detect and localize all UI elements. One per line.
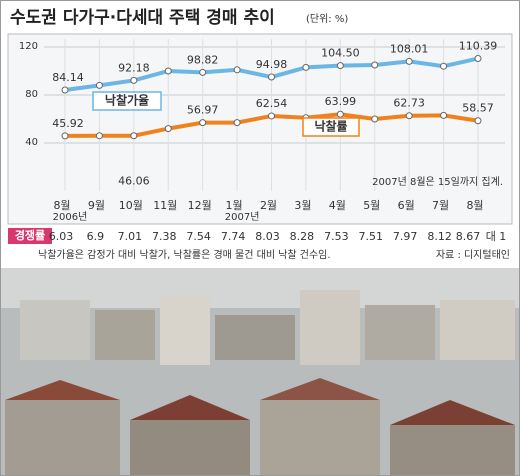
value-label: 84.14: [52, 71, 84, 84]
ratio-value: 8.03: [255, 230, 280, 243]
y-tick-label: 120: [19, 41, 38, 52]
ratio-value: 8.67: [456, 230, 481, 243]
source: 자료 : 디지털태인: [436, 249, 510, 261]
x-tick-label: 3월: [294, 199, 311, 212]
ratio-value: 7.54: [186, 230, 211, 243]
footnote: 낙찰가율은 감정가 대비 낙찰가, 낙찰률은 경매 물건 대비 낙찰 건수임.: [38, 248, 331, 261]
value-label: 92.18: [118, 61, 150, 74]
point: [199, 119, 207, 127]
legend-label: 낙찰가율: [105, 93, 149, 108]
x-tick-label: 8월: [53, 199, 70, 212]
ratio-badge: [8, 228, 52, 244]
ratio-value: 7.01: [118, 230, 143, 243]
value-label: 45.92: [52, 117, 84, 130]
point: [474, 117, 482, 125]
x-tick-label: 5월: [363, 199, 380, 212]
year-label: 2006년: [53, 211, 88, 223]
point: [440, 111, 448, 119]
value-label: 98.82: [187, 53, 219, 66]
value-label: 110.39: [459, 40, 498, 53]
x-tick-label: 12월: [188, 199, 212, 212]
point: [130, 76, 138, 84]
chart-title: 수도권 다가구·다세대 주택 경매 추이: [10, 8, 275, 28]
y-tick-label: 80: [25, 89, 38, 100]
ratio-value: 6.03: [49, 230, 74, 243]
point: [336, 110, 344, 118]
ratio-value: 7.38: [152, 230, 177, 243]
ratio-label: 경쟁률: [15, 228, 45, 242]
ratio-value: 8.28: [290, 230, 315, 243]
ratio-value: 6.9: [87, 230, 105, 243]
chart-subtitle: (단위: %): [306, 12, 348, 25]
ratio-value: 7.97: [393, 230, 418, 243]
point: [233, 119, 241, 127]
point: [95, 81, 103, 89]
ratio-value: 8.12: [427, 230, 452, 243]
y-tick-label: 40: [25, 137, 38, 148]
ratio-value: 7.51: [359, 230, 384, 243]
x-tick-label: 1월: [226, 199, 243, 212]
point: [371, 115, 379, 123]
point: [164, 67, 172, 75]
point: [405, 112, 413, 120]
x-tick-label: 8월: [466, 199, 483, 212]
value-label: 62.73: [393, 97, 425, 110]
x-tick-label: 6월: [398, 199, 415, 212]
point: [61, 132, 69, 140]
x-tick-label: 9월: [88, 199, 105, 212]
value-label: 46.06: [118, 175, 150, 188]
point: [199, 68, 207, 76]
point: [302, 63, 310, 71]
value-label: 104.50: [321, 47, 360, 60]
point: [268, 112, 275, 120]
value-label: 56.97: [187, 104, 219, 117]
value-label: 62.54: [256, 97, 288, 110]
value-label: 108.01: [390, 42, 429, 55]
point: [371, 61, 379, 69]
point: [233, 66, 241, 74]
x-tick-label: 10월: [119, 199, 143, 212]
point: [268, 73, 275, 81]
legend-label: 낙찰률: [314, 119, 347, 134]
photo: [1, 268, 519, 475]
point: [95, 132, 103, 140]
x-tick-label: 7월: [432, 199, 449, 212]
value-label: 94.98: [256, 58, 288, 71]
point: [440, 62, 448, 70]
year-label: 2007년: [225, 211, 260, 223]
note: 2007년 8월은 15일까지 집계.: [372, 176, 503, 188]
ratio-unit: 대 1: [486, 230, 507, 243]
legend-box: [302, 117, 360, 137]
point: [130, 132, 138, 140]
x-tick-label: 2월: [260, 199, 277, 212]
ratio-value: 7.74: [221, 230, 246, 243]
x-tick-label: 11월: [153, 199, 177, 212]
value-label: 58.57: [462, 102, 494, 115]
point: [474, 55, 482, 63]
point: [164, 125, 172, 133]
point: [405, 57, 413, 65]
point: [61, 86, 69, 94]
legend-box: [92, 91, 162, 111]
point: [336, 62, 344, 70]
x-tick-label: 4월: [329, 199, 346, 212]
ratio-value: 7.53: [324, 230, 349, 243]
value-label: 63.99: [325, 95, 357, 108]
